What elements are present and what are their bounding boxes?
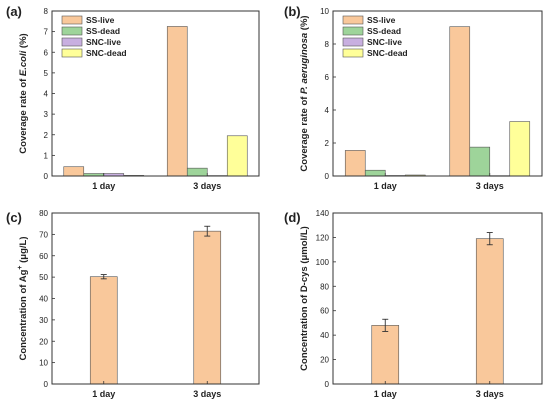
chart-panel-2: (b) 1 day 3 days 0 2 4 6 8 10 Coverage rate of P.… [284, 4, 543, 191]
x-tick-label: 3 days [193, 389, 221, 399]
panel-label: (d) [284, 210, 301, 225]
y-tick-label: 6 [325, 73, 330, 82]
y-label-text: Coverage rate of [299, 94, 310, 172]
bar-ss-live-1 [344, 150, 366, 177]
bar-value-1 [371, 325, 400, 385]
y-tick-label: 70 [39, 230, 48, 239]
legend-swatch-ss-live [61, 15, 83, 25]
plot-frame [332, 212, 543, 385]
y-tick-label: 10 [39, 359, 48, 368]
bar-ss-live-2 [449, 26, 471, 177]
legend-swatch-snc-dead [342, 48, 364, 58]
y-tick-label: 20 [320, 356, 329, 365]
y-label-text: Concentration of D-cys (μmol/L) [299, 226, 310, 371]
y-tick-label: 1 [44, 151, 49, 160]
legend-swatch-ss-dead [342, 26, 364, 36]
y-tick-label: 50 [39, 273, 48, 282]
y-label-species: P. aeruginosa [299, 33, 310, 94]
legend-label-snc-dead: SNC-dead [86, 48, 127, 58]
y-tick-label: 7 [44, 28, 49, 37]
legend-swatch-snc-live [342, 37, 364, 47]
legend-swatch-ss-dead [61, 26, 83, 36]
x-tick-label: 1 day [374, 389, 397, 399]
y-tick-label: 0 [325, 380, 330, 389]
y-tick-label: 80 [39, 209, 48, 218]
chart-panel-3: (c) 1 day 3 days 0 10 20 30 40 50 60 70 80 Concentra… [6, 209, 260, 399]
plot-frame [332, 10, 543, 177]
y-tick-label: 20 [39, 337, 48, 346]
legend-label-ss-dead: SS-dead [367, 26, 401, 36]
y-tick-label: 120 [316, 233, 330, 242]
y-label-text: Coverage rate of [18, 76, 29, 154]
bar-value-2 [193, 230, 222, 385]
legend-swatch-snc-live [61, 37, 83, 47]
x-tick-label: 1 day [92, 389, 115, 399]
y-label-unit: (%) [299, 15, 310, 32]
y-tick-label: 0 [325, 172, 330, 181]
panel-label: (b) [284, 4, 301, 19]
y-tick-label: 40 [39, 295, 48, 304]
y-tick-label: 8 [44, 7, 49, 16]
y-label-species: E.coli [18, 50, 29, 76]
chart-panel-1: (a) 1 day 3 days 0 1 2 3 4 5 6 7 8 Coverage rate of … [6, 4, 260, 191]
legend-label-snc-live: SNC-live [86, 37, 121, 47]
y-tick-label: 0 [44, 172, 49, 181]
legend-label-snc-live: SNC-live [367, 37, 402, 47]
bar-ss-live-2 [166, 26, 188, 177]
y-tick-label: 40 [320, 331, 329, 340]
bar-ss-dead-2 [469, 146, 491, 177]
y-label-superscript: + [17, 265, 24, 269]
bar-value-1 [89, 276, 118, 385]
bar-ss-live-1 [63, 166, 85, 177]
y-tick-label: 3 [44, 110, 49, 119]
y-tick-label: 6 [44, 48, 49, 57]
chart-panel-4: (d) 1 day 3 days 0 20 40 60 80 100 120 140 Concentr… [284, 209, 543, 399]
y-tick-label: 0 [44, 380, 49, 389]
x-tick-label: 1 day [92, 181, 115, 191]
y-tick-label: 8 [325, 40, 330, 49]
y-axis-label: Concentration of D-cys (μmol/L) [299, 226, 310, 371]
y-tick-label: 100 [316, 258, 330, 267]
legend-label-snc-dead: SNC-dead [367, 48, 408, 58]
y-tick-label: 60 [320, 307, 329, 316]
y-tick-label: 80 [320, 282, 329, 291]
legend-swatch-snc-dead [61, 48, 83, 58]
x-tick-label: 3 days [476, 389, 504, 399]
x-tick-label: 3 days [476, 181, 504, 191]
bar-snc-dead-2 [226, 135, 248, 177]
y-tick-label: 140 [316, 209, 330, 218]
legend-label-ss-dead: SS-dead [86, 26, 120, 36]
bar-value-2 [475, 238, 504, 385]
x-tick-label: 1 day [374, 181, 397, 191]
y-label-text: Concentration of Ag [18, 269, 29, 360]
bar-ss-dead-1 [364, 169, 386, 177]
y-tick-label: 4 [44, 90, 49, 99]
panel-label: (c) [6, 210, 22, 225]
bar-snc-dead-2 [509, 121, 531, 177]
y-axis-label: Coverage rate of E.coli (%) [18, 33, 29, 153]
x-tick-label: 3 days [193, 181, 221, 191]
y-label-unit: (μg/L) [18, 236, 29, 265]
y-tick-label: 2 [325, 139, 330, 148]
y-tick-label: 10 [320, 7, 329, 16]
y-tick-label: 60 [39, 252, 48, 261]
y-tick-label: 4 [325, 106, 330, 115]
legend-label-ss-live: SS-live [367, 15, 396, 25]
panel-label: (a) [6, 4, 22, 19]
y-tick-label: 30 [39, 316, 48, 325]
y-label-unit: (%) [18, 33, 29, 50]
bar-ss-dead-2 [186, 167, 208, 177]
y-tick-label: 2 [44, 131, 49, 140]
plot-frame [51, 212, 260, 385]
y-axis-label: Coverage rate of P. aeruginosa (%) [299, 15, 310, 171]
legend-swatch-ss-live [342, 15, 364, 25]
legend-label-ss-live: SS-live [86, 15, 115, 25]
y-tick-label: 5 [44, 69, 49, 78]
y-axis-label: Concentration of Ag+ (μg/L) [17, 236, 29, 360]
